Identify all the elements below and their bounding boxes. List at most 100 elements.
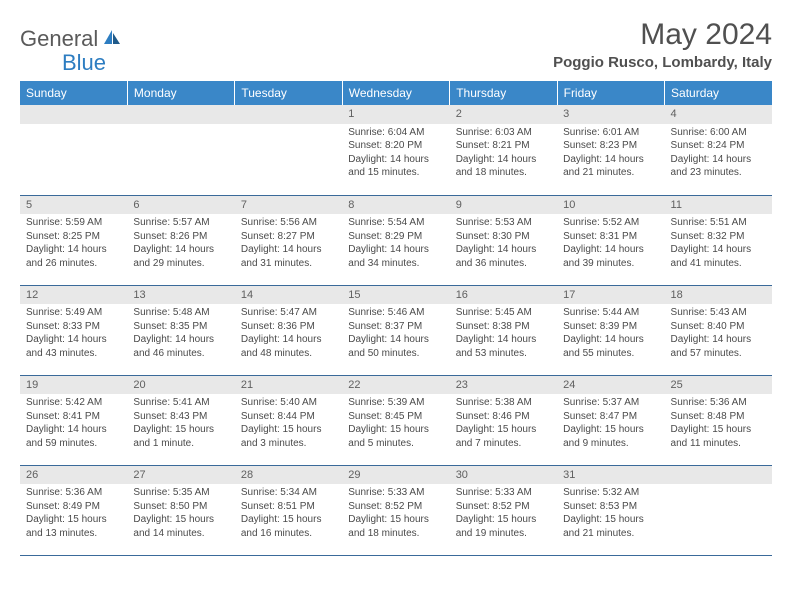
calendar-day-cell [127,105,234,195]
day-body [235,124,342,130]
month-title: May 2024 [553,18,772,52]
calendar-day-cell: 25Sunrise: 5:36 AMSunset: 8:48 PMDayligh… [665,375,772,465]
header: General May 2024 Poggio Rusco, Lombardy,… [20,18,772,71]
weekday-header: Sunday [20,81,127,105]
location: Poggio Rusco, Lombardy, Italy [553,54,772,71]
sunset-text: Sunset: 8:52 PM [348,500,443,514]
sunset-text: Sunset: 8:46 PM [456,410,551,424]
day-body: Sunrise: 5:48 AMSunset: 8:35 PMDaylight:… [127,304,234,364]
logo: General [20,26,124,52]
day-number: 20 [127,376,234,395]
day-number: 27 [127,466,234,485]
day-number: 18 [665,286,772,305]
day-number: 5 [20,196,127,215]
daylight-text: Daylight: 15 hours and 5 minutes. [348,423,443,450]
daylight-text: Daylight: 15 hours and 9 minutes. [563,423,658,450]
calendar-day-cell: 26Sunrise: 5:36 AMSunset: 8:49 PMDayligh… [20,465,127,555]
day-number: 2 [450,105,557,124]
sunrise-text: Sunrise: 5:38 AM [456,396,551,410]
day-body: Sunrise: 6:00 AMSunset: 8:24 PMDaylight:… [665,124,772,184]
sunset-text: Sunset: 8:51 PM [241,500,336,514]
calendar-day-cell: 8Sunrise: 5:54 AMSunset: 8:29 PMDaylight… [342,195,449,285]
day-body: Sunrise: 5:33 AMSunset: 8:52 PMDaylight:… [450,484,557,544]
day-number: 22 [342,376,449,395]
sunset-text: Sunset: 8:24 PM [671,139,766,153]
calendar-week-row: 1Sunrise: 6:04 AMSunset: 8:20 PMDaylight… [20,105,772,195]
daylight-text: Daylight: 14 hours and 48 minutes. [241,333,336,360]
weekday-header: Friday [557,81,664,105]
calendar-day-cell: 21Sunrise: 5:40 AMSunset: 8:44 PMDayligh… [235,375,342,465]
calendar-day-cell: 12Sunrise: 5:49 AMSunset: 8:33 PMDayligh… [20,285,127,375]
sunrise-text: Sunrise: 5:33 AM [456,486,551,500]
calendar-week-row: 26Sunrise: 5:36 AMSunset: 8:49 PMDayligh… [20,465,772,555]
day-number [235,105,342,124]
calendar-week-row: 12Sunrise: 5:49 AMSunset: 8:33 PMDayligh… [20,285,772,375]
daylight-text: Daylight: 15 hours and 3 minutes. [241,423,336,450]
day-number: 9 [450,196,557,215]
day-body: Sunrise: 6:03 AMSunset: 8:21 PMDaylight:… [450,124,557,184]
sunset-text: Sunset: 8:53 PM [563,500,658,514]
day-body [665,484,772,490]
daylight-text: Daylight: 14 hours and 59 minutes. [26,423,121,450]
day-number: 4 [665,105,772,124]
day-number: 16 [450,286,557,305]
day-body: Sunrise: 5:47 AMSunset: 8:36 PMDaylight:… [235,304,342,364]
day-number: 1 [342,105,449,124]
day-body: Sunrise: 5:36 AMSunset: 8:48 PMDaylight:… [665,394,772,454]
calendar-day-cell: 29Sunrise: 5:33 AMSunset: 8:52 PMDayligh… [342,465,449,555]
sunset-text: Sunset: 8:35 PM [133,320,228,334]
daylight-text: Daylight: 14 hours and 50 minutes. [348,333,443,360]
logo-text-blue: Blue [62,50,106,76]
calendar-day-cell: 1Sunrise: 6:04 AMSunset: 8:20 PMDaylight… [342,105,449,195]
day-number: 14 [235,286,342,305]
sunset-text: Sunset: 8:23 PM [563,139,658,153]
sunset-text: Sunset: 8:31 PM [563,230,658,244]
sunrise-text: Sunrise: 5:57 AM [133,216,228,230]
calendar-day-cell: 2Sunrise: 6:03 AMSunset: 8:21 PMDaylight… [450,105,557,195]
day-number: 21 [235,376,342,395]
day-number: 23 [450,376,557,395]
calendar-day-cell: 27Sunrise: 5:35 AMSunset: 8:50 PMDayligh… [127,465,234,555]
sunset-text: Sunset: 8:38 PM [456,320,551,334]
day-number: 8 [342,196,449,215]
day-body: Sunrise: 5:34 AMSunset: 8:51 PMDaylight:… [235,484,342,544]
sunrise-text: Sunrise: 5:42 AM [26,396,121,410]
calendar-week-row: 19Sunrise: 5:42 AMSunset: 8:41 PMDayligh… [20,375,772,465]
day-body: Sunrise: 5:41 AMSunset: 8:43 PMDaylight:… [127,394,234,454]
daylight-text: Daylight: 14 hours and 34 minutes. [348,243,443,270]
day-number: 29 [342,466,449,485]
sunrise-text: Sunrise: 5:34 AM [241,486,336,500]
daylight-text: Daylight: 15 hours and 19 minutes. [456,513,551,540]
day-body: Sunrise: 5:40 AMSunset: 8:44 PMDaylight:… [235,394,342,454]
sunrise-text: Sunrise: 5:37 AM [563,396,658,410]
calendar-day-cell: 7Sunrise: 5:56 AMSunset: 8:27 PMDaylight… [235,195,342,285]
day-number: 3 [557,105,664,124]
sunrise-text: Sunrise: 5:41 AM [133,396,228,410]
day-number: 30 [450,466,557,485]
calendar-body: 1Sunrise: 6:04 AMSunset: 8:20 PMDaylight… [20,105,772,555]
daylight-text: Daylight: 15 hours and 14 minutes. [133,513,228,540]
daylight-text: Daylight: 14 hours and 26 minutes. [26,243,121,270]
sunset-text: Sunset: 8:52 PM [456,500,551,514]
calendar-week-row: 5Sunrise: 5:59 AMSunset: 8:25 PMDaylight… [20,195,772,285]
calendar-day-cell: 10Sunrise: 5:52 AMSunset: 8:31 PMDayligh… [557,195,664,285]
day-number: 28 [235,466,342,485]
daylight-text: Daylight: 15 hours and 7 minutes. [456,423,551,450]
daylight-text: Daylight: 15 hours and 11 minutes. [671,423,766,450]
sunset-text: Sunset: 8:26 PM [133,230,228,244]
day-number: 17 [557,286,664,305]
title-block: May 2024 Poggio Rusco, Lombardy, Italy [553,18,772,71]
day-body [20,124,127,130]
sunset-text: Sunset: 8:47 PM [563,410,658,424]
calendar-day-cell [665,465,772,555]
day-body: Sunrise: 5:32 AMSunset: 8:53 PMDaylight:… [557,484,664,544]
day-number: 25 [665,376,772,395]
sunset-text: Sunset: 8:49 PM [26,500,121,514]
sunset-text: Sunset: 8:40 PM [671,320,766,334]
day-body: Sunrise: 5:54 AMSunset: 8:29 PMDaylight:… [342,214,449,274]
calendar-day-cell: 17Sunrise: 5:44 AMSunset: 8:39 PMDayligh… [557,285,664,375]
sunrise-text: Sunrise: 5:49 AM [26,306,121,320]
daylight-text: Daylight: 14 hours and 57 minutes. [671,333,766,360]
day-body: Sunrise: 5:56 AMSunset: 8:27 PMDaylight:… [235,214,342,274]
calendar-table: SundayMondayTuesdayWednesdayThursdayFrid… [20,81,772,556]
